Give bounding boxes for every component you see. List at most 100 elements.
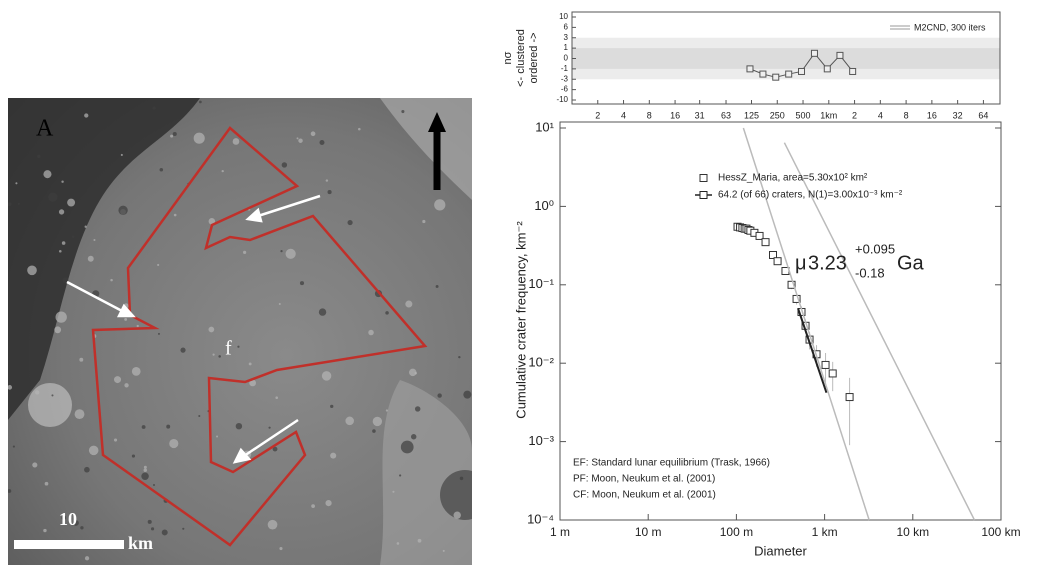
crater (322, 371, 331, 380)
age-lower: -0.18 (855, 265, 885, 280)
data-point (773, 74, 779, 80)
crater (372, 429, 376, 433)
age-unit: Ga (897, 252, 925, 274)
crater (282, 162, 287, 167)
crater (233, 138, 240, 145)
x-tick-label: 32 (953, 110, 963, 120)
x-tick-label: 10 m (635, 525, 662, 539)
crater (460, 477, 463, 480)
crater (121, 154, 123, 156)
crater (194, 133, 205, 144)
crater (61, 180, 63, 182)
crater (148, 520, 152, 524)
x-tick-label: 8 (647, 110, 652, 120)
crater (199, 101, 202, 104)
crater (405, 301, 412, 308)
crater (222, 170, 224, 172)
crater (144, 466, 147, 469)
crater (84, 467, 90, 473)
crater (13, 446, 15, 448)
age-value: 3.23 (808, 252, 847, 274)
crater (79, 358, 83, 362)
crater (275, 396, 278, 399)
crater (84, 113, 88, 117)
crater (15, 182, 17, 184)
crater (93, 239, 95, 241)
crater (62, 241, 66, 245)
age-upper: +0.095 (855, 241, 895, 256)
data-point (762, 239, 769, 246)
crater (279, 547, 282, 550)
crater (72, 235, 75, 238)
crater (213, 354, 215, 356)
crater (132, 367, 141, 376)
crater (401, 110, 404, 113)
crater (311, 504, 315, 508)
sigma-band (573, 48, 1000, 69)
x-tick-label: 10 km (896, 525, 929, 539)
crater (458, 356, 460, 358)
y-axis-label: <- clustered (515, 29, 527, 87)
note: PF: Moon, Neukum et al. (2001) (573, 474, 715, 485)
crater (54, 326, 61, 333)
crater (59, 250, 62, 253)
crater (89, 446, 99, 456)
crater (43, 170, 51, 178)
y-tick-label: -3 (561, 74, 569, 83)
y-axis-label: ordered -> (528, 32, 540, 83)
crater (173, 132, 177, 136)
crater (386, 409, 388, 411)
crater (169, 439, 178, 448)
crater (43, 529, 46, 532)
legend-label: 64.2 (of 66) craters, N(1)=3.00x10⁻³ km⁻… (718, 190, 903, 201)
crater (56, 311, 67, 322)
note: EF: Standard lunar equilibrium (Trask, 1… (573, 458, 770, 469)
crater (180, 348, 185, 353)
crater (32, 462, 37, 467)
y-tick-label: 10¹ (535, 119, 554, 134)
y-tick-label: 10 (559, 12, 568, 21)
crater (51, 394, 53, 396)
crater (35, 390, 39, 394)
data-point (824, 66, 830, 72)
x-tick-label: 4 (878, 110, 883, 120)
crater (18, 203, 20, 205)
y-tick-label: -6 (561, 85, 569, 94)
crater (330, 453, 336, 459)
crater (198, 415, 200, 417)
crater (170, 135, 173, 138)
crater (8, 489, 12, 493)
crater (330, 405, 333, 408)
crater (114, 376, 121, 383)
crater (237, 346, 239, 348)
crater (436, 285, 439, 288)
x-tick-label: 1km (820, 110, 837, 120)
x-tick-label: 125 (744, 110, 759, 120)
crater (319, 140, 324, 145)
crater (392, 491, 394, 493)
data-point (774, 258, 781, 265)
crater (300, 281, 304, 285)
crater (415, 406, 420, 411)
crater (141, 473, 148, 480)
crater (286, 249, 296, 259)
crater (243, 251, 246, 254)
crater (153, 484, 155, 486)
crater (48, 192, 57, 201)
image-panel: A f 10 km (7, 98, 490, 565)
y-tick-label: 10⁻¹ (528, 276, 554, 291)
crater (7, 385, 12, 390)
crater (75, 409, 85, 419)
x-tick-label: 16 (927, 110, 937, 120)
feature-label: f (225, 338, 232, 360)
y-tick-label: 10⁻³ (528, 433, 554, 448)
crater (401, 441, 414, 454)
data-point (799, 68, 805, 74)
crater (151, 527, 154, 530)
crater (142, 425, 146, 429)
x-tick-label: 4 (621, 110, 626, 120)
crater (88, 256, 94, 262)
crater (347, 220, 352, 225)
y-tick-label: -1 (561, 64, 569, 73)
crater (85, 556, 89, 560)
